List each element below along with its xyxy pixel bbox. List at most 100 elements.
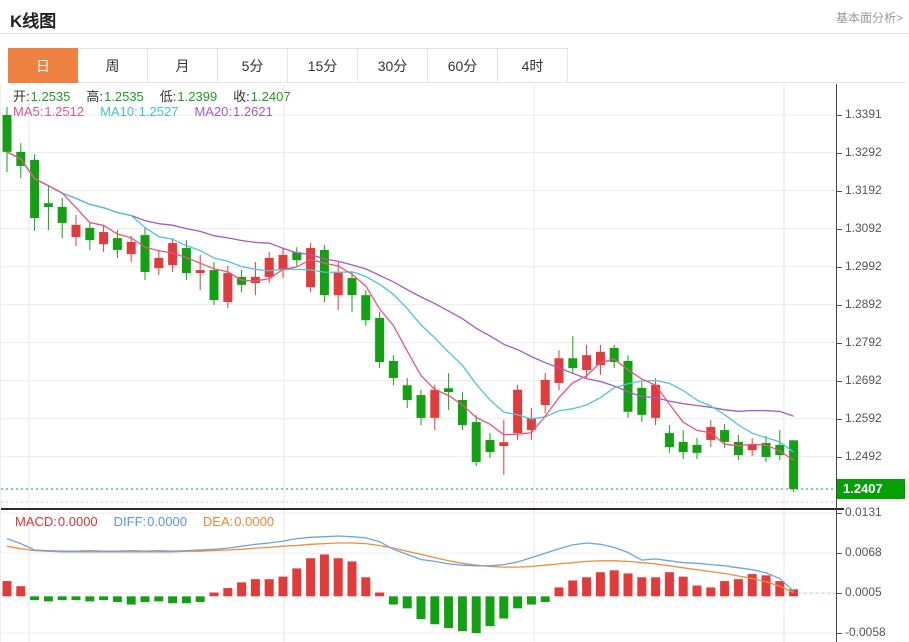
candle-body [347,278,357,296]
ma5-line [6,151,794,461]
macd-bar [347,561,357,597]
macd-bar [237,582,247,597]
macd-bar [430,596,440,625]
macd-bar [595,572,605,597]
candle-body [499,442,509,447]
macd-bar [168,596,178,604]
macd-bar [540,596,550,603]
tab-30分[interactable]: 30分 [358,48,428,83]
candle-body [99,232,109,245]
chart-area: 1.3391 1.3292 1.3192 1.3092 1.2992 1.2892 1.27… [0,84,909,642]
axis-tick [837,229,842,230]
macd-bar [733,579,743,597]
candle-body [747,444,757,451]
candle-body [720,430,730,442]
macd-bar [333,558,343,597]
macd-bar [264,579,274,597]
candle-body [457,400,467,426]
macd-bar [43,596,53,602]
legend-item: MA10:1.2527 [100,104,179,119]
legend-item: DIFF:0.0000 [113,514,187,529]
legend-item: MACD:0.0000 [15,514,98,529]
macd-bar [278,576,288,597]
legend-item: 低:1.2399 [159,89,218,104]
macd-bar [651,577,661,597]
candle-body [30,159,40,218]
macd-bar [112,596,122,603]
candle-body [112,238,122,250]
candle-body [361,295,371,321]
macd-bar [554,587,564,597]
axis-tick [837,457,842,458]
macd-bar [250,579,260,597]
axis-tick [837,381,842,382]
macd-bar [16,586,26,597]
legend-item: 收:1.2407 [233,89,291,104]
tab-月[interactable]: 月 [148,48,218,83]
candle-body [789,440,799,489]
macd-bar [664,572,674,597]
axis-tick-label: 0.0005 [845,585,882,599]
macd-bar [499,596,509,619]
macd-bar [306,558,316,597]
legend-item: 开:1.2535 [13,89,71,104]
axis-tick [837,305,842,306]
candle-body [444,388,454,393]
legend-item: MA5:1.2512 [13,104,85,119]
axis-tick [837,153,842,154]
candle-body [568,358,578,369]
axis-tick-label: 1.2492 [845,449,882,463]
candle-body [126,241,136,255]
macd-bar [30,596,40,601]
tab-日[interactable]: 日 [8,48,78,83]
ma20-line [6,151,794,417]
macd-bar [388,596,398,605]
tab-周[interactable]: 周 [78,48,148,83]
macd-bar [154,596,164,602]
axis-tick-label: 0.0068 [845,545,882,559]
axis-tick-label: 1.3391 [845,107,882,121]
macd-bar [319,554,329,597]
axis-tick [837,267,842,268]
macd-bar [789,589,799,597]
candle-body [402,385,412,401]
candle-body [264,257,274,277]
interval-tabbar: 日周月 5分 15分 30分 60分 4时 [8,48,905,83]
candle-body [733,441,743,456]
candle-body [306,248,316,288]
ma-legend: MA5:1.2512 MA10:1.2527 MA20:1.2621 [13,104,289,119]
macd-bar [85,596,95,602]
candle-body [471,422,481,462]
candle-body [651,384,661,418]
tab-5分[interactable]: 5分 [218,48,288,83]
macd-bar [623,573,633,597]
ma10-line [6,151,794,453]
macd-bar [2,581,12,597]
macd-legend: MACD:0.0000 DIFF:0.0000 DEA:0.0000 [15,514,290,529]
tab-60分[interactable]: 60分 [428,48,498,83]
macd-bar [637,577,647,597]
candle-body [582,355,592,371]
axis-tick-label: 1.2692 [845,373,882,387]
axis-tick [837,115,842,116]
axis-tick [837,419,842,420]
fundamental-analysis-link[interactable]: 基本面分析> [835,11,903,25]
candle-body [209,270,219,301]
candle-body [333,271,343,296]
macd-bar [568,580,578,597]
candle-body [375,317,385,363]
candle-body [181,248,191,274]
axis-tick [837,633,842,634]
macd-bar [375,592,385,597]
axis-tick [837,593,842,594]
tab-15分[interactable]: 15分 [288,48,358,83]
candle-body [637,387,647,415]
tab-4时[interactable]: 4时 [498,48,568,83]
candle-body [595,351,605,366]
macd-bar [292,568,302,597]
macd-bar [720,581,730,597]
candle-body [678,441,688,453]
candle-body [416,395,426,418]
tabbar-filler [568,48,905,83]
candle-body [223,273,233,302]
